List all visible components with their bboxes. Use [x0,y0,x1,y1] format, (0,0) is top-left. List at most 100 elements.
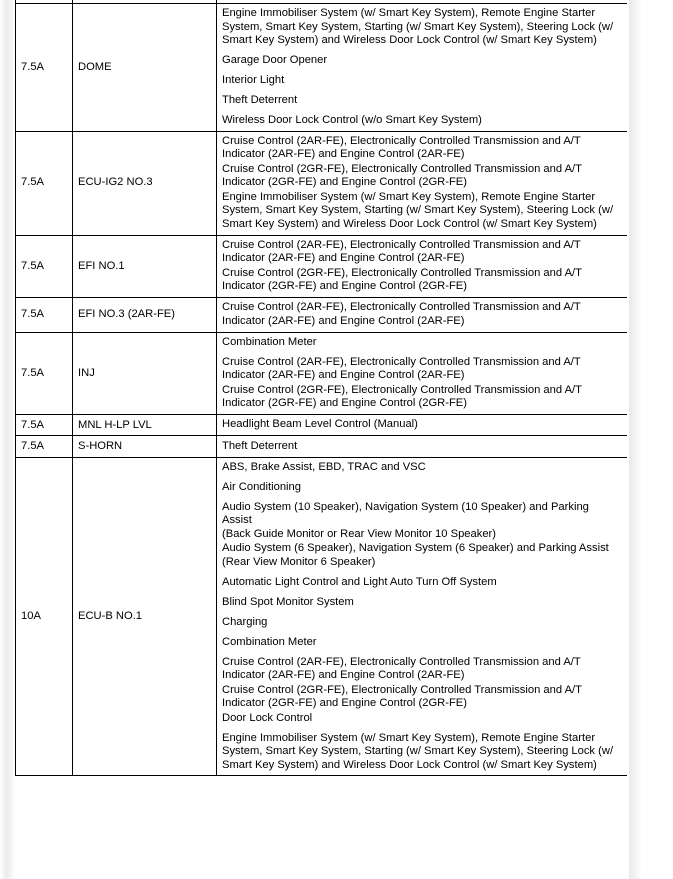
system-stack: Cruise Control (2AR-FE), Electronically … [217,132,627,235]
system-item: Engine Immobiliser System (w/ Smart Key … [217,190,627,234]
table-row: 7.5A ECU-IG2 NO.3 Cruise Control (2AR-FE),… [15,130,627,236]
system-item: Cruise Control (2GR-FE), Electronically … [217,266,627,297]
fuse-amperage-cell: 7.5A [15,331,73,416]
system-list-cell: Headlight Beam Level Control (Manual) [216,414,627,437]
fuse-name-cell: INJ [72,331,217,416]
table-body: 7.5A DOME Engine Immobiliser System (w/ Sm… [15,3,627,777]
fuse-name-cell: EFI NO.1 [72,234,217,298]
page-gutter-right [629,0,641,879]
system-item-line: Wireless Door Lock Control (w/o Smart Ke… [222,113,482,126]
system-item: Interior Light [217,71,627,91]
fuse-name-cell: DOME [72,3,217,132]
system-item: Combination Meter [217,633,627,653]
system-list-cell: Theft Deterrent [216,435,627,458]
system-item-line: Cruise Control (2GR-FE), Electronically … [222,383,582,410]
system-item: Audio System (6 Speaker), Navigation Sys… [217,542,627,573]
system-item: ABS, Brake Assist, EBD, TRAC and VSC [217,458,627,478]
system-item: Engine Immobiliser System (w/ Smart Key … [217,729,627,776]
system-item-line: Audio System (6 Speaker), Navigation Sys… [222,542,609,568]
fuse-amperage-cell: 7.5A [15,435,73,458]
fuse-name-cell: ECU-IG2 NO.3 [72,130,217,236]
table-row: 7.5A S-HORN Theft Deterrent [15,435,627,458]
system-stack: Engine Immobiliser System (w/ Smart Key … [217,4,627,131]
system-item-line: Headlight Beam Level Control (Manual) [222,418,418,431]
fuse-amperage-cell: 7.5A [15,3,73,132]
fuse-amperage-cell: 7.5A [15,296,73,333]
table-row: 7.5A DOME Engine Immobiliser System (w/ Sm… [15,3,627,132]
system-item-line: Engine Immobiliser System (w/ Smart Key … [222,190,614,230]
system-item-line: Cruise Control (2AR-FE), Electronically … [222,238,581,265]
table-row: 7.5A EFI NO.1 Cruise Control (2AR-FE), Ele… [15,234,627,298]
fuse-name-cell: EFI NO.3 (2AR-FE) [72,296,217,333]
system-item-line: Door Lock Control [222,711,313,724]
fuse-amperage-cell: 7.5A [15,130,73,236]
table-row: 7.5A EFI NO.3 (2AR-FE) Cruise Control (2AR… [15,296,627,333]
system-item-line: Cruise Control (2AR-FE), Electronically … [222,655,581,682]
system-item-line: Air Conditioning [222,481,301,494]
system-list-cell: Cruise Control (2AR-FE), Electronically … [216,234,627,298]
column-header-system: System [216,0,627,4]
system-stack: Theft Deterrent [217,436,627,456]
system-stack: Headlight Beam Level Control (Manual) [217,415,627,435]
system-item: Cruise Control (2AR-FE), Electronically … [217,653,627,684]
system-item-line: Interior Light [222,73,285,86]
system-item-line: Theft Deterrent [222,439,298,452]
system-list-cell: Cruise Control (2AR-FE), Electronically … [216,130,627,236]
system-item-line: Audio System (10 Speaker), Navigation Sy… [222,501,589,527]
system-item: Cruise Control (2GR-FE), Electronically … [217,162,627,190]
system-item: Cruise Control (2GR-FE), Electronically … [217,683,627,711]
system-stack: Combination Meter Cruise Control (2AR-FE)… [217,333,627,414]
system-item: Air Conditioning [217,478,627,498]
fuse-name-cell: S-HORN [72,435,217,458]
system-item-line: ABS, Brake Assist, EBD, TRAC and VSC [222,461,426,474]
system-item: Cruise Control (2AR-FE), Electronically … [217,298,627,332]
fuse-name-cell: ECU-B NO.1 [72,456,217,777]
fuse-amperage-cell: 10A [15,456,73,777]
system-item: Garage Door Opener [217,51,627,71]
system-item-line: Cruise Control (2AR-FE), Electronically … [222,301,581,327]
fuse-amperage-cell: 7.5A [15,234,73,298]
system-item: Audio System (10 Speaker), Navigation Sy… [217,498,627,542]
system-item-line: Cruise Control (2GR-FE), Electronically … [222,683,582,710]
page-gutter-left [0,0,14,879]
system-stack: Cruise Control (2AR-FE), Electronically … [217,298,627,332]
system-item-line: Engine Immobiliser System (w/ Smart Key … [222,731,614,771]
table-row: 10A ECU-B NO.1 ABS, Brake Assist, EBD, TRA… [15,456,627,777]
system-item: Cruise Control (2GR-FE), Electronically … [217,383,627,414]
system-list-cell: Combination Meter Cruise Control (2AR-FE)… [216,331,627,416]
system-item-line: Cruise Control (2GR-FE), Electronically … [222,266,582,293]
system-item: Automatic Light Control and Light Auto T… [217,573,627,593]
table-head: Fuse System [15,0,627,4]
system-item-line: Blind Spot Monitor System [222,595,354,608]
system-item: Charging [217,613,627,633]
system-list-cell: ABS, Brake Assist, EBD, TRAC and VSC Air … [216,456,627,777]
table-header-row: Fuse System [15,0,627,4]
system-item-line: Cruise Control (2AR-FE), Electronically … [222,355,581,382]
system-item-line: (Back Guide Monitor or Rear View Monitor… [222,527,497,540]
system-item-line: Charging [222,615,268,628]
table-row: 7.5A INJ Combination Meter Cruise Control (… [15,331,627,416]
system-list-cell: Cruise Control (2AR-FE), Electronically … [216,296,627,333]
system-item: Theft Deterrent [217,91,627,111]
system-item: Combination Meter [217,333,627,353]
system-item: Theft Deterrent [217,436,627,456]
system-item-line: Cruise Control (2AR-FE), Electronically … [222,134,581,161]
system-item: Headlight Beam Level Control (Manual) [217,415,627,435]
system-list-cell: Engine Immobiliser System (w/ Smart Key … [216,3,627,132]
system-stack: Cruise Control (2AR-FE), Electronically … [217,236,627,297]
system-item-line: Combination Meter [222,335,317,348]
system-item: Blind Spot Monitor System [217,593,627,613]
system-item-line: Combination Meter [222,635,317,648]
fuse-name-cell: MNL H-LP LVL [72,414,217,437]
system-item-line: Engine Immobiliser System (w/ Smart Key … [222,7,614,46]
system-item: Cruise Control (2AR-FE), Electronically … [217,236,627,267]
system-item: Wireless Door Lock Control (w/o Smart Ke… [217,111,627,131]
fuse-amperage-cell: 7.5A [15,414,73,437]
system-stack: ABS, Brake Assist, EBD, TRAC and VSC Air … [217,458,627,775]
system-item-line: Garage Door Opener [222,53,328,66]
system-item: Engine Immobiliser System (w/ Smart Key … [217,4,627,51]
system-item-line: Cruise Control (2GR-FE), Electronically … [222,162,582,189]
